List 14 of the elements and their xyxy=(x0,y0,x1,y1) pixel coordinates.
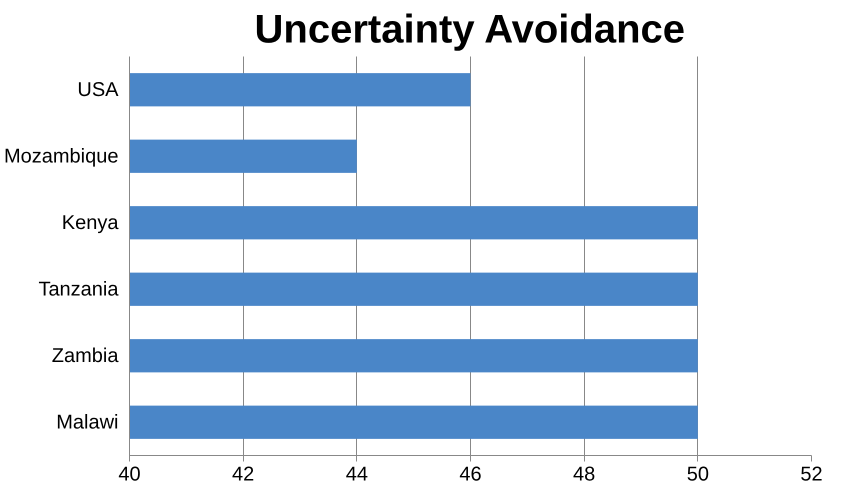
y-tick-label: Kenya xyxy=(62,212,120,234)
chart-title: Uncertainty Avoidance xyxy=(254,8,686,52)
y-tick-label: Malawi xyxy=(56,411,119,434)
x-tick-label: 48 xyxy=(573,464,596,483)
x-tick-label: 42 xyxy=(232,464,254,483)
x-tick-label: 40 xyxy=(118,464,141,483)
y-tick-label: Mozambique xyxy=(4,145,119,168)
y-tick-label: Tanzania xyxy=(38,278,120,300)
y-tick-label: USA xyxy=(77,78,120,101)
x-tick-label: 50 xyxy=(686,464,709,483)
x-tick-label: 44 xyxy=(346,464,368,483)
x-tick-label: 52 xyxy=(800,464,823,483)
y-tick-label: Zambia xyxy=(52,344,120,367)
x-tick-label: 46 xyxy=(459,464,482,483)
